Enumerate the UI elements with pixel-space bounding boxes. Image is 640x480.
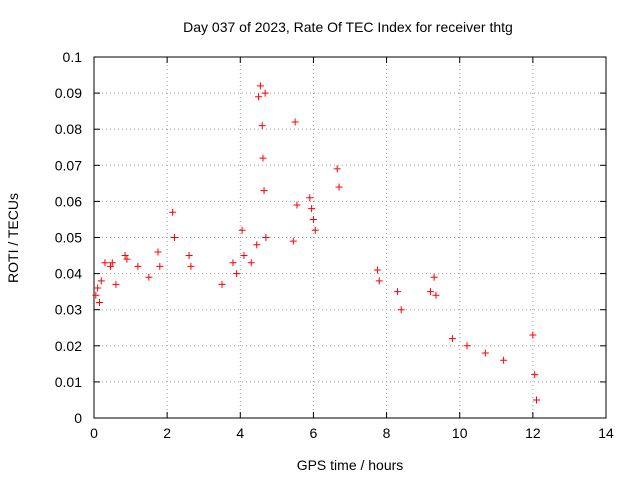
data-point bbox=[397, 306, 405, 314]
data-point bbox=[262, 234, 270, 241]
y-axis-tick-labels: 0 0.01 0.02 0.03 0.04 0.05 0.06 0.07 0.08 0.09 0.1 bbox=[55, 49, 82, 426]
x-axis-label: GPS time / hours bbox=[297, 457, 404, 473]
data-point bbox=[432, 291, 440, 299]
data-point bbox=[255, 93, 263, 101]
data-point bbox=[233, 270, 241, 278]
data-point bbox=[218, 280, 226, 288]
data-point bbox=[97, 277, 105, 285]
data-point bbox=[101, 259, 109, 267]
x-tick-label: 8 bbox=[383, 425, 391, 441]
data-points bbox=[92, 82, 541, 404]
data-point bbox=[448, 335, 456, 343]
data-point bbox=[259, 154, 267, 162]
data-point bbox=[253, 241, 261, 249]
data-point bbox=[291, 118, 299, 126]
y-tick-label: 0.05 bbox=[55, 230, 82, 246]
data-point bbox=[247, 259, 255, 267]
data-point bbox=[258, 122, 266, 130]
data-point bbox=[169, 208, 177, 216]
data-point bbox=[289, 237, 297, 245]
data-point bbox=[185, 252, 193, 260]
data-point bbox=[154, 248, 162, 256]
y-tick-label: 0.08 bbox=[55, 121, 82, 137]
data-point bbox=[426, 288, 434, 296]
grid-lines bbox=[94, 57, 606, 418]
y-tick-label: 0.03 bbox=[55, 302, 82, 318]
x-tick-label: 14 bbox=[598, 425, 614, 441]
data-point bbox=[240, 252, 248, 260]
data-point bbox=[123, 255, 131, 263]
data-point bbox=[293, 201, 301, 209]
data-point bbox=[333, 165, 341, 173]
data-point bbox=[256, 82, 264, 90]
data-point bbox=[94, 284, 102, 292]
data-point bbox=[533, 396, 541, 404]
data-point bbox=[170, 234, 178, 241]
data-point bbox=[260, 187, 268, 195]
data-point bbox=[373, 266, 381, 274]
data-point bbox=[145, 273, 153, 281]
y-tick-label: 0.01 bbox=[55, 374, 82, 390]
x-tick-label: 2 bbox=[163, 425, 171, 441]
data-point bbox=[463, 342, 471, 350]
y-tick-label: 0 bbox=[74, 410, 82, 426]
data-point bbox=[335, 183, 343, 191]
data-point bbox=[309, 215, 317, 223]
data-point bbox=[112, 280, 120, 288]
y-tick-label: 0.09 bbox=[55, 85, 82, 101]
data-point bbox=[394, 288, 402, 296]
data-point bbox=[121, 252, 129, 260]
x-tick-label: 12 bbox=[525, 425, 541, 441]
x-tick-label: 6 bbox=[310, 425, 318, 441]
data-point bbox=[531, 371, 539, 379]
y-tick-label: 0.06 bbox=[55, 193, 82, 209]
data-point bbox=[229, 259, 237, 267]
data-point bbox=[187, 262, 195, 270]
data-point bbox=[311, 226, 319, 234]
data-point bbox=[156, 262, 164, 270]
data-point bbox=[238, 226, 246, 234]
y-tick-label: 0.07 bbox=[55, 157, 82, 173]
data-point bbox=[306, 194, 314, 202]
y-tick-label: 0.04 bbox=[55, 266, 82, 282]
data-point bbox=[92, 291, 100, 299]
data-point bbox=[261, 89, 269, 97]
data-point bbox=[481, 349, 489, 357]
data-point bbox=[529, 331, 537, 339]
y-axis-label: ROTI / TECUs bbox=[5, 193, 21, 283]
data-point bbox=[95, 298, 103, 306]
data-point bbox=[134, 262, 142, 270]
x-tick-label: 0 bbox=[90, 425, 98, 441]
data-point bbox=[308, 205, 316, 213]
y-tick-label: 0.1 bbox=[63, 49, 83, 65]
axis-ticks bbox=[93, 56, 607, 419]
data-point bbox=[500, 356, 508, 364]
x-axis-tick-labels: 0 2 4 6 8 10 12 14 bbox=[90, 425, 614, 441]
x-tick-label: 10 bbox=[452, 425, 468, 441]
y-tick-label: 0.02 bbox=[55, 338, 82, 354]
data-point bbox=[430, 273, 438, 281]
data-point bbox=[106, 262, 114, 270]
data-point bbox=[108, 259, 116, 267]
data-point bbox=[375, 277, 383, 285]
x-tick-label: 4 bbox=[236, 425, 244, 441]
chart-title: Day 037 of 2023, Rate Of TEC Index for r… bbox=[183, 19, 513, 35]
